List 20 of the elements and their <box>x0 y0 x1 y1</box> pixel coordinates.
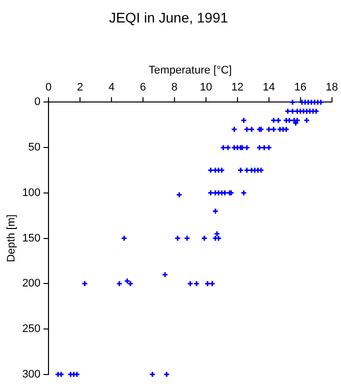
y-tick-label: 250 <box>22 323 41 336</box>
y-tick-label: 0 <box>34 96 41 108</box>
y-tick-label: 150 <box>22 232 41 244</box>
y-tick-label: 50 <box>28 142 41 154</box>
x-tick-label: 4 <box>108 82 115 94</box>
y-axis-title: Depth [m] <box>6 214 18 262</box>
x-tick-label: 6 <box>140 82 146 94</box>
y-tick-label: 200 <box>22 278 41 290</box>
x-axis-title: Temperature [°C] <box>148 64 232 76</box>
x-tick-label: 16 <box>294 82 307 94</box>
x-tick-label: 10 <box>200 82 212 94</box>
x-tick-label: 8 <box>171 82 178 94</box>
x-tick-label: 18 <box>326 82 338 94</box>
y-tick-label: 300 <box>22 368 41 380</box>
x-tick-label: 0 <box>45 82 52 94</box>
chart-title: JEQI in June, 1991 <box>108 9 228 26</box>
x-tick-label: 12 <box>231 82 244 94</box>
x-tick-label: 2 <box>76 82 84 94</box>
x-tick-label: 14 <box>262 82 276 94</box>
y-tick-label: 100 <box>22 186 41 199</box>
